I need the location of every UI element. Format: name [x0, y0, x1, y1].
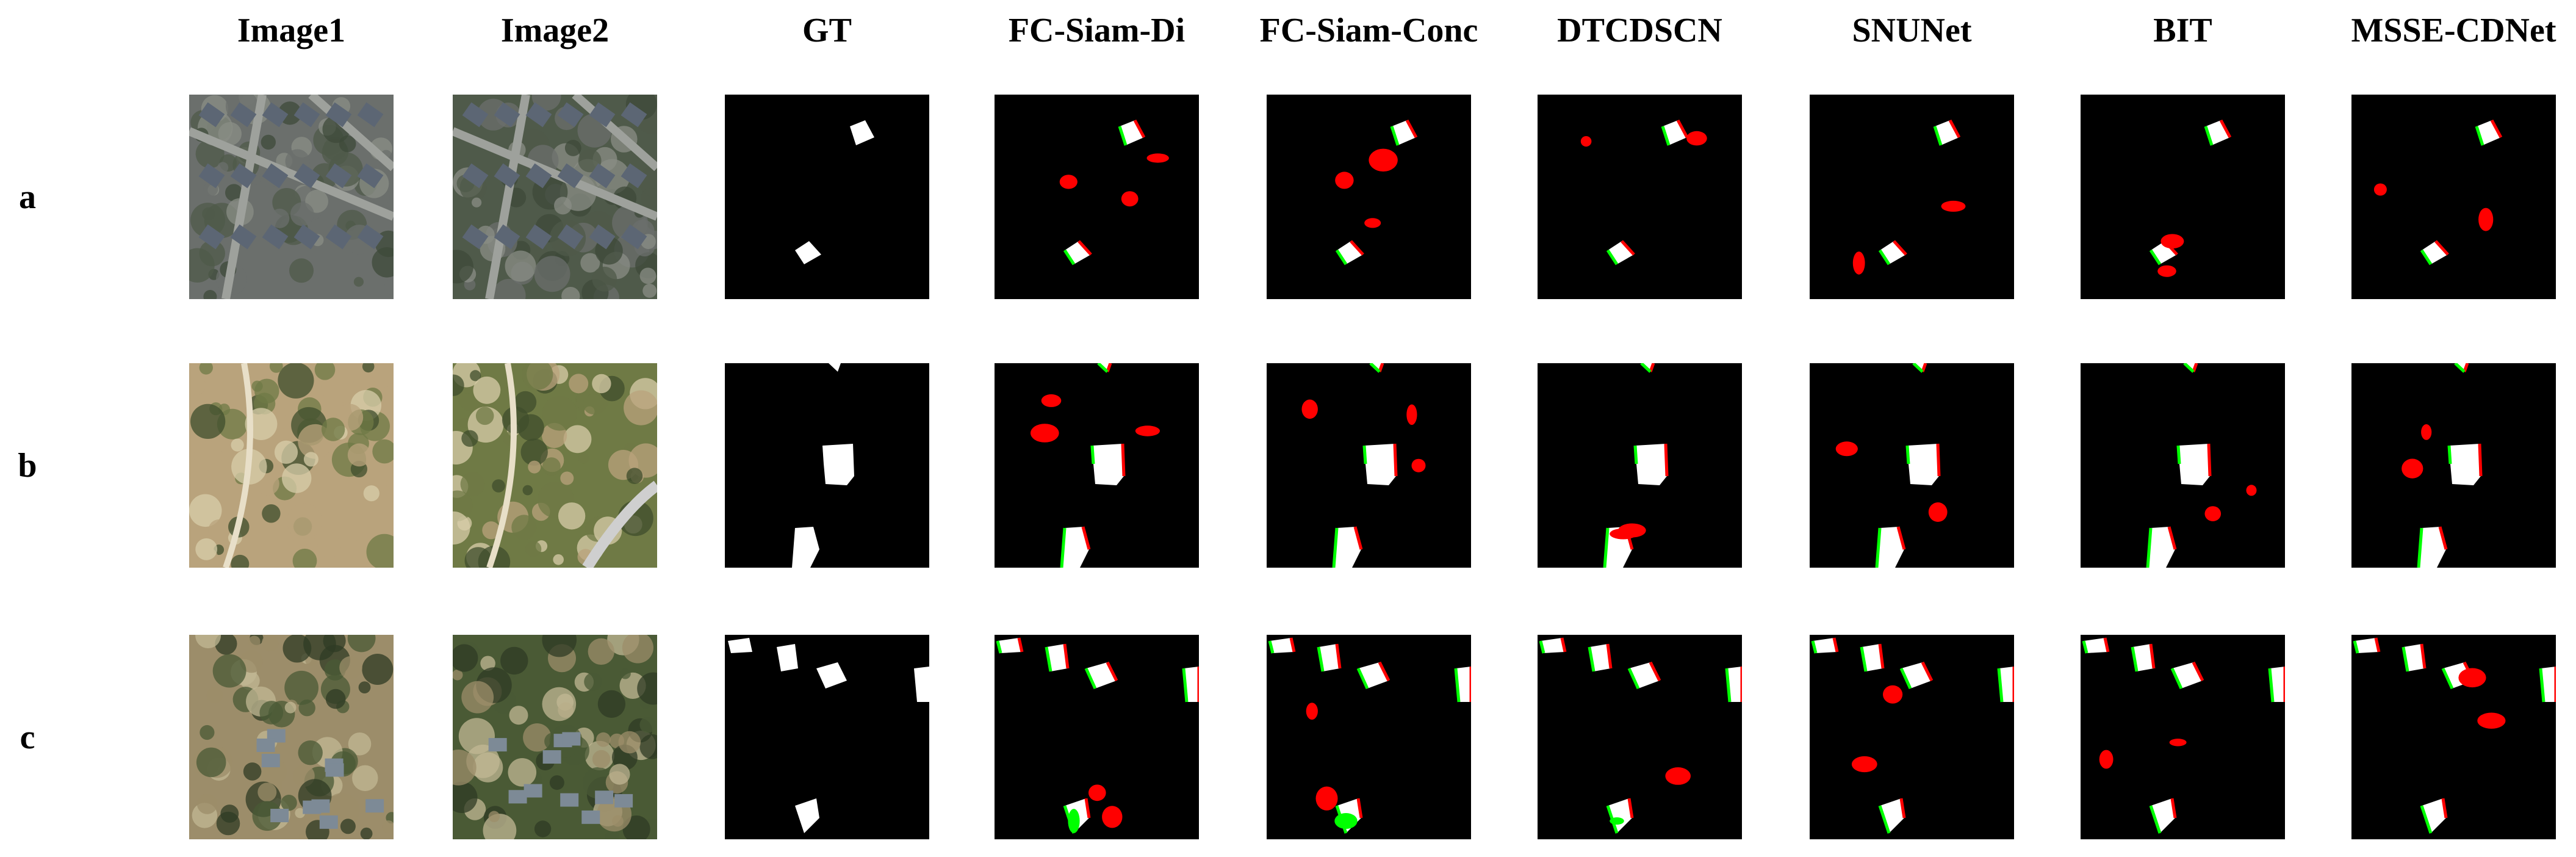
- change-map-a-ground-truth: [725, 95, 929, 299]
- panel-a-dtcdscn: [1538, 95, 1742, 299]
- panel-b-image2: [453, 363, 657, 568]
- change-map-b-fc-siam-conc: [1267, 363, 1471, 568]
- panel-c-msse-cdnet: [2351, 635, 2556, 839]
- change-map-a-snunet: [1810, 95, 2014, 299]
- aerial-image-a-image1: [189, 95, 394, 299]
- change-map-c-fc-siam-di: [995, 635, 1199, 839]
- panel-b-fc-siam-di: [995, 363, 1199, 568]
- change-map-c-bit: [2081, 635, 2285, 839]
- panel-a-fc-siam-di: [995, 95, 1199, 299]
- change-map-a-dtcdscn: [1538, 95, 1742, 299]
- change-map-c-ground-truth: [725, 635, 929, 839]
- panel-b-fc-siam-conc: [1267, 363, 1471, 568]
- aerial-image-b-image1: [189, 363, 394, 568]
- change-map-c-msse-cdnet: [2351, 635, 2556, 839]
- change-map-b-snunet: [1810, 363, 2014, 568]
- panel-b-msse-cdnet: [2351, 363, 2556, 568]
- change-map-a-fc-siam-conc: [1267, 95, 1471, 299]
- change-map-b-ground-truth: [725, 363, 929, 568]
- column-header-bit: BIT: [2153, 12, 2212, 49]
- panel-a-image2: [453, 95, 657, 299]
- panel-c-ground-truth: [725, 635, 929, 839]
- change-map-b-fc-siam-di: [995, 363, 1199, 568]
- column-header-gt: GT: [802, 12, 852, 49]
- aerial-image-a-image2: [453, 95, 657, 299]
- column-header-fc-siam-di: FC-Siam-Di: [1008, 12, 1185, 49]
- column-header-fc-siam-conc: FC-Siam-Conc: [1259, 12, 1478, 49]
- panel-b-ground-truth: [725, 363, 929, 568]
- panel-a-snunet: [1810, 95, 2014, 299]
- change-map-b-dtcdscn: [1538, 363, 1742, 568]
- aerial-image-c-image1: [189, 635, 394, 839]
- row-label-b: b: [18, 446, 37, 485]
- column-header-image2: Image2: [500, 12, 610, 49]
- column-header-dtcdscn: DTCDSCN: [1557, 12, 1722, 49]
- panel-a-fc-siam-conc: [1267, 95, 1471, 299]
- panel-c-fc-siam-conc: [1267, 635, 1471, 839]
- change-map-a-bit: [2081, 95, 2285, 299]
- panel-c-image1: [189, 635, 394, 839]
- column-header-msse-cdnet: MSSE-CDNet: [2351, 12, 2556, 49]
- column-header-image1: Image1: [237, 12, 346, 49]
- change-map-a-fc-siam-di: [995, 95, 1199, 299]
- aerial-image-b-image2: [453, 363, 657, 568]
- panel-a-ground-truth: [725, 95, 929, 299]
- row-label-c: c: [20, 718, 35, 756]
- aerial-image-c-image2: [453, 635, 657, 839]
- change-map-c-snunet: [1810, 635, 2014, 839]
- change-map-b-msse-cdnet: [2351, 363, 2556, 568]
- panel-c-dtcdscn: [1538, 635, 1742, 839]
- panel-c-bit: [2081, 635, 2285, 839]
- panel-b-snunet: [1810, 363, 2014, 568]
- change-map-b-bit: [2081, 363, 2285, 568]
- panel-c-fc-siam-di: [995, 635, 1199, 839]
- row-label-a: a: [19, 178, 36, 216]
- column-header-snunet: SNUNet: [1852, 12, 1972, 49]
- panel-c-image2: [453, 635, 657, 839]
- change-map-c-fc-siam-conc: [1267, 635, 1471, 839]
- panel-b-bit: [2081, 363, 2285, 568]
- panel-b-image1: [189, 363, 394, 568]
- change-map-a-msse-cdnet: [2351, 95, 2556, 299]
- panel-b-dtcdscn: [1538, 363, 1742, 568]
- panel-c-snunet: [1810, 635, 2014, 839]
- panel-a-image1: [189, 95, 394, 299]
- change-map-c-dtcdscn: [1538, 635, 1742, 839]
- panel-a-bit: [2081, 95, 2285, 299]
- panel-a-msse-cdnet: [2351, 95, 2556, 299]
